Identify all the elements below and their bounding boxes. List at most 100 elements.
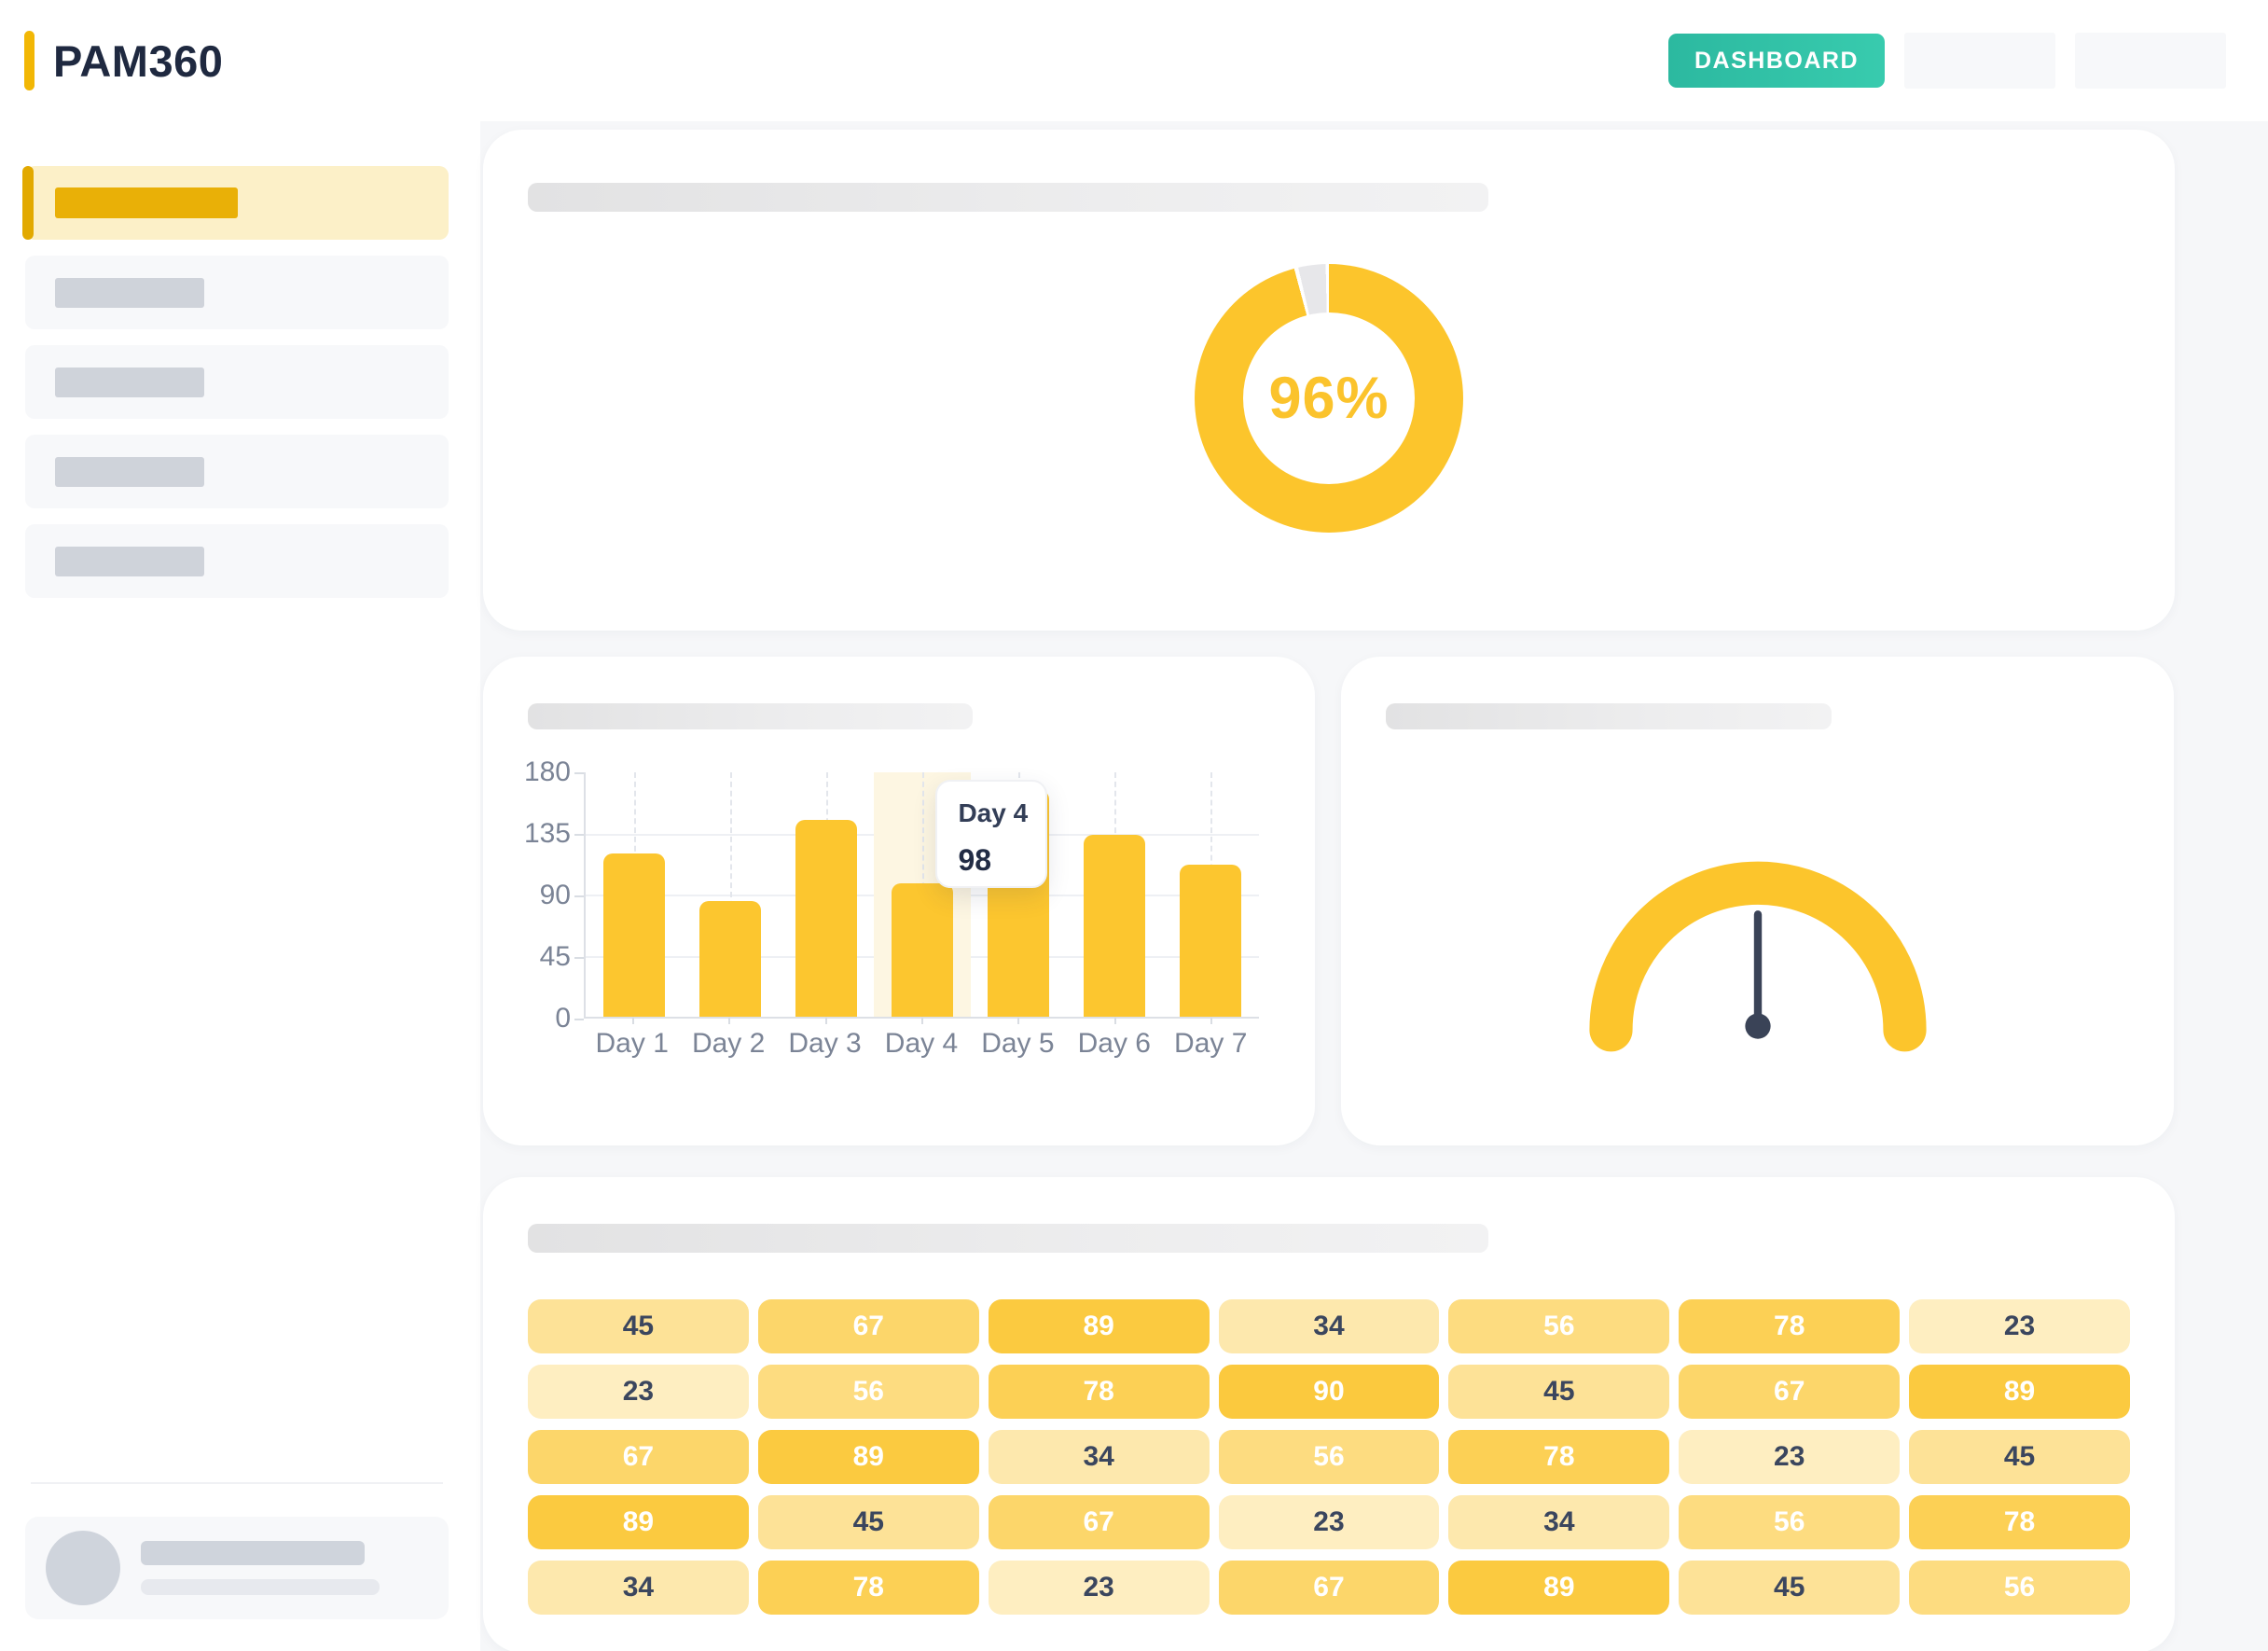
sidebar-item-1[interactable] <box>22 166 449 240</box>
heatmap-cell-r3c6[interactable]: 23 <box>1679 1430 1901 1484</box>
bar-column-1[interactable] <box>586 772 682 1017</box>
sidebar-item-3[interactable] <box>25 345 449 419</box>
heatmap-cell-r2c6[interactable]: 67 <box>1679 1365 1901 1419</box>
heatmap-cell-r5c3[interactable]: 23 <box>988 1561 1210 1615</box>
heatmap-card-title-skeleton <box>528 1224 1488 1253</box>
bar-column-6[interactable] <box>1067 772 1163 1017</box>
sidebar-item-skeleton <box>55 277 204 308</box>
charts-row: 0 45 90 135 180 Day 4 98 Day 1 Day 2 Day 3 Day … <box>483 657 2175 1145</box>
tooltip-value: 98 <box>958 843 992 877</box>
sidebar-item-2[interactable] <box>25 256 449 329</box>
heatmap-cell-r3c5[interactable]: 78 <box>1448 1430 1670 1484</box>
donut-chart: 96% <box>1195 264 1463 533</box>
app-header: PAM360 DASHBOARD <box>0 0 2268 121</box>
x-tick-label: Day 4 <box>873 1017 969 1060</box>
y-tick-label: 0 <box>555 1003 584 1034</box>
x-tick-label: Day 1 <box>584 1017 680 1060</box>
heatmap-cell-r5c4[interactable]: 67 <box>1218 1561 1440 1615</box>
donut-percto-label: 96% <box>1268 366 1390 431</box>
bar-day-4[interactable] <box>891 883 953 1017</box>
heatmap-cell-r4c1[interactable]: 89 <box>528 1495 749 1549</box>
heatmap-cell-r1c5[interactable]: 56 <box>1448 1299 1670 1353</box>
heatmap-cell-r1c6[interactable]: 78 <box>1679 1299 1901 1353</box>
heatmap-cell-r3c4[interactable]: 56 <box>1218 1430 1440 1484</box>
heatmap-cell-r2c3[interactable]: 78 <box>988 1365 1210 1419</box>
heatmap-cell-r2c5[interactable]: 45 <box>1448 1365 1670 1419</box>
bar-chart-x-axis: Day 1 Day 2 Day 3 Day 4 Day 5 Day 6 Day 7 <box>584 1017 1259 1060</box>
y-tick-label: 180 <box>523 756 585 787</box>
heatmap-cell-r2c4[interactable]: 90 <box>1218 1365 1440 1419</box>
bar-column-3[interactable] <box>778 772 874 1017</box>
heatmap-cell-r3c7[interactable]: 45 <box>1909 1430 2130 1484</box>
heatmap-cell-r4c5[interactable]: 34 <box>1448 1495 1670 1549</box>
bar-day-6[interactable] <box>1084 834 1146 1017</box>
sidebar-spacer <box>25 614 449 1482</box>
header-placeholder-button-2[interactable] <box>2075 33 2226 89</box>
gauge-card-title-skeleton <box>1386 703 1832 729</box>
heatmap-cell-r5c7[interactable]: 56 <box>1909 1561 2130 1615</box>
x-tick-label: Day 2 <box>680 1017 776 1060</box>
y-tick-label: 90 <box>539 880 585 910</box>
bar-chart-tooltip: Day 4 98 <box>935 780 1048 888</box>
heatmap-cell-r2c1[interactable]: 23 <box>528 1365 749 1419</box>
heatmap-cell-r1c4[interactable]: 34 <box>1218 1299 1440 1353</box>
bar-card-title-skeleton <box>528 703 973 729</box>
heatmap-cell-r3c1[interactable]: 67 <box>528 1430 749 1484</box>
heatmap-cell-r4c6[interactable]: 56 <box>1679 1495 1901 1549</box>
bar-day-1[interactable] <box>602 853 665 1017</box>
user-role-skeleton <box>141 1579 380 1595</box>
x-tick-label: Day 3 <box>777 1017 873 1060</box>
x-tick-label: Day 7 <box>1163 1017 1259 1060</box>
dashboard-button[interactable]: DASHBOARD <box>1668 34 1885 88</box>
bar-chart-columns <box>586 772 1259 1017</box>
header-placeholder-button-1[interactable] <box>1904 33 2055 89</box>
sidebar-item-5[interactable] <box>25 524 449 598</box>
heatmap-cell-r5c6[interactable]: 45 <box>1679 1561 1901 1615</box>
bar-day-7[interactable] <box>1180 864 1242 1017</box>
gauge-arc <box>1588 861 1927 1052</box>
heatmap-cell-r1c2[interactable]: 67 <box>757 1299 979 1353</box>
sidebar-item-skeleton <box>55 187 238 218</box>
bar-day-2[interactable] <box>698 901 761 1017</box>
user-panel[interactable] <box>25 1517 449 1619</box>
sidebar-nav <box>22 166 449 614</box>
gauge-needle <box>1744 910 1771 1039</box>
heatmap-cell-r2c2[interactable]: 56 <box>757 1365 979 1419</box>
heatmap-cell-r4c3[interactable]: 67 <box>988 1495 1210 1549</box>
user-name-skeleton <box>141 1541 365 1565</box>
x-tick-label: Day 5 <box>970 1017 1066 1060</box>
sidebar-item-skeleton <box>55 367 204 397</box>
heatmap-cell-r4c2[interactable]: 45 <box>757 1495 979 1549</box>
tooltip-category: Day 4 <box>958 798 1029 827</box>
avatar <box>46 1531 120 1605</box>
gauge-chart <box>1386 729 2129 1099</box>
heatmap-cell-r1c7[interactable]: 23 <box>1909 1299 2130 1353</box>
overview-card: 96% <box>483 130 2175 631</box>
sidebar-divider <box>31 1482 443 1484</box>
heatmap-cell-r2c7[interactable]: 89 <box>1909 1365 2130 1419</box>
heatmap-cell-r5c5[interactable]: 89 <box>1448 1561 1670 1615</box>
heatmap-cell-r1c3[interactable]: 89 <box>988 1299 1210 1353</box>
gauge-card <box>1341 657 2174 1145</box>
heatmap-cell-r5c2[interactable]: 78 <box>757 1561 979 1615</box>
donut-chart-wrap: 96% <box>528 264 2130 533</box>
heatmap-cell-r3c3[interactable]: 34 <box>988 1430 1210 1484</box>
heatmap-cell-r4c7[interactable]: 78 <box>1909 1495 2130 1549</box>
gauge-svg <box>1588 861 1927 1052</box>
bar-column-7[interactable] <box>1163 772 1259 1017</box>
y-tick-label: 45 <box>539 941 585 972</box>
bar-chart-plot: Day 4 98 <box>584 772 1259 1019</box>
bar-chart-y-axis: 0 45 90 135 180 <box>524 756 585 1034</box>
main-content: 96% 0 45 90 135 180 Day 4 98 <box>480 121 2268 1651</box>
heatmap-cell-r3c2[interactable]: 89 <box>757 1430 979 1484</box>
bar-column-2[interactable] <box>682 772 778 1017</box>
heatmap-cell-r4c4[interactable]: 23 <box>1218 1495 1440 1549</box>
app-logo: PAM360 <box>53 35 224 86</box>
overview-card-title-skeleton <box>528 183 1488 212</box>
y-tick-label: 135 <box>523 818 585 849</box>
sidebar-item-4[interactable] <box>25 435 449 508</box>
bar-day-3[interactable] <box>795 819 857 1017</box>
x-tick-label: Day 6 <box>1066 1017 1162 1060</box>
heatmap-cell-r5c1[interactable]: 34 <box>528 1561 749 1615</box>
heatmap-cell-r1c1[interactable]: 45 <box>528 1299 749 1353</box>
